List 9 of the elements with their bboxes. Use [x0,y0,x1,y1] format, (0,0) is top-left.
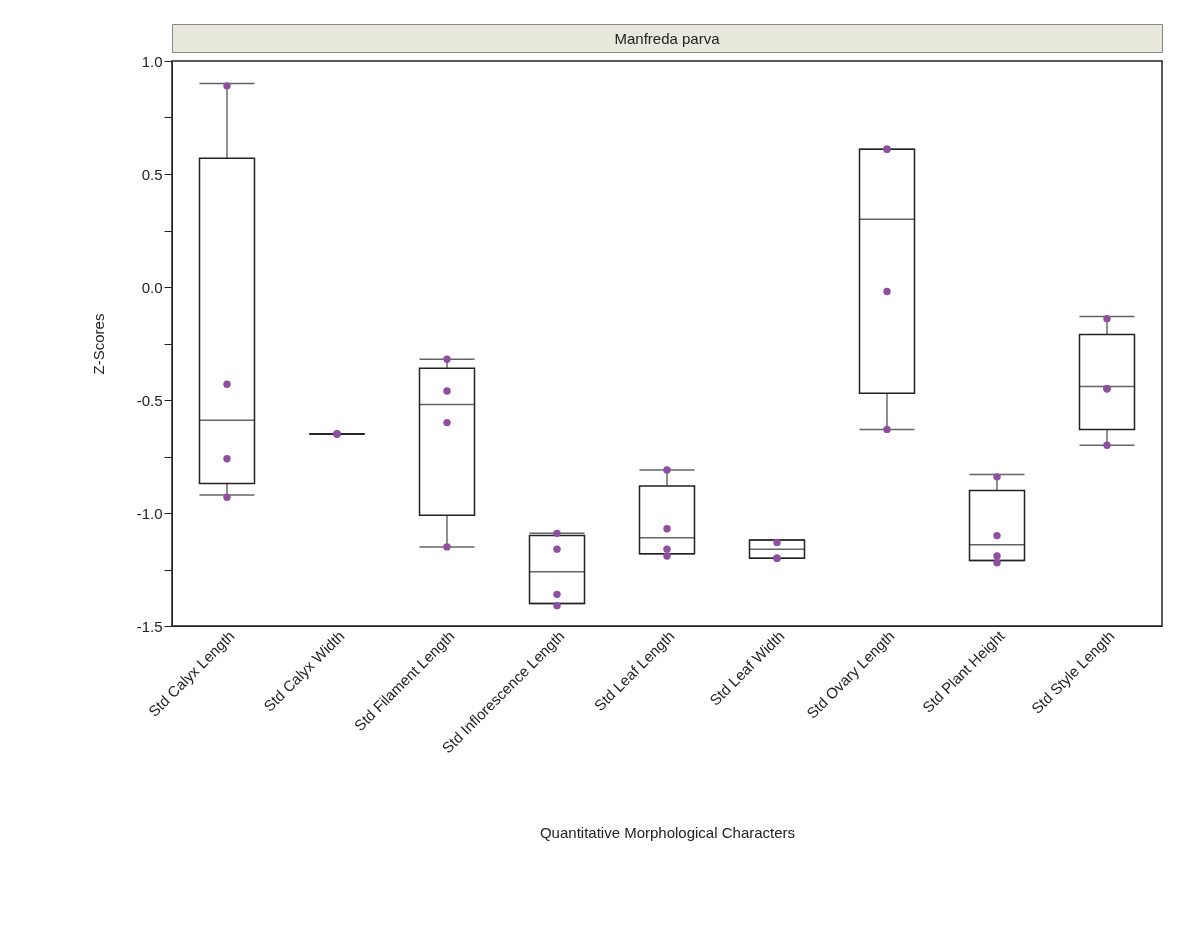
chart-title: Manfreda parva [614,30,721,47]
y-tick-label: -1.5 [136,617,163,635]
y-tick-label: -1.0 [136,504,163,522]
y-tick-label: -0.5 [136,391,163,409]
y-axis-title: Z-Scores [89,313,107,375]
y-tick-label: 0.5 [141,165,163,183]
x-axis-title: Quantitative Morphological Characters [539,824,796,842]
y-tick-label: 1.0 [141,52,163,70]
y-tick-label: 0.0 [141,278,163,296]
